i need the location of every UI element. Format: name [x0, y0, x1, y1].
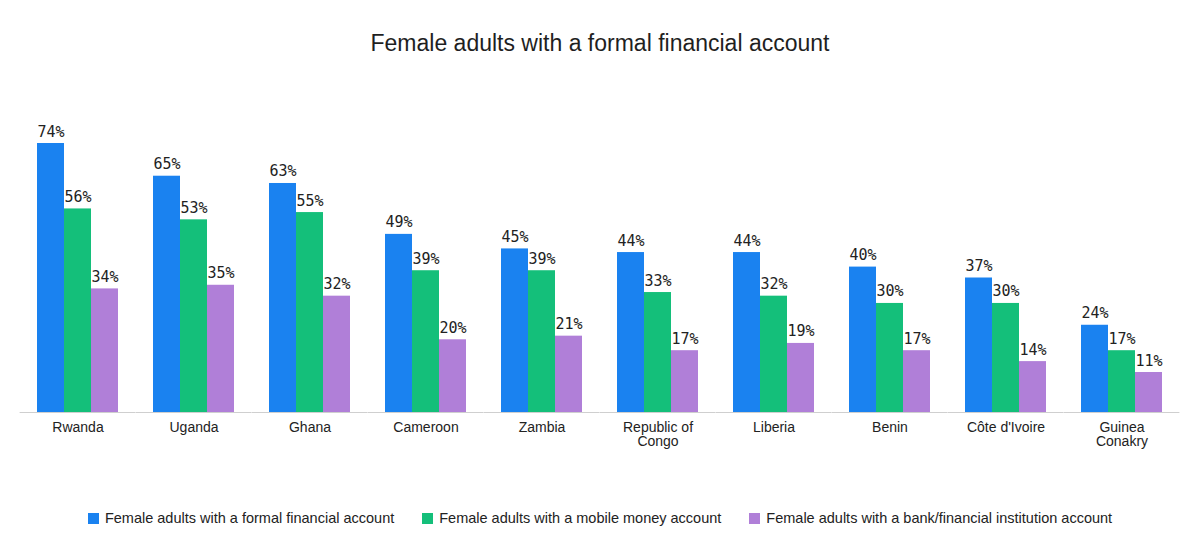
svg-text:GuineaConakry: GuineaConakry [1096, 419, 1148, 449]
svg-text:Zambia: Zambia [519, 419, 566, 435]
svg-text:Ghana: Ghana [289, 419, 331, 435]
svg-text:30%: 30% [992, 282, 1019, 300]
svg-text:17%: 17% [671, 330, 698, 348]
svg-text:40%: 40% [849, 246, 876, 264]
svg-text:53%: 53% [180, 199, 207, 217]
svg-text:19%: 19% [787, 322, 814, 340]
svg-text:74%: 74% [37, 123, 64, 141]
svg-text:55%: 55% [296, 192, 323, 210]
svg-text:45%: 45% [501, 228, 528, 246]
svg-text:44%: 44% [733, 232, 760, 250]
html-text:Female adults with a formal fi: Female adults with a formal financial ac… [104, 510, 395, 526]
svg-text:30%: 30% [876, 282, 903, 300]
svg-text:Republic ofCongo: Republic ofCongo [623, 419, 693, 449]
html-text:Female adults with a mobile mo: Female adults with a mobile money accoun… [439, 510, 722, 526]
svg-text:24%: 24% [1081, 304, 1108, 322]
svg-text:Uganda: Uganda [169, 419, 218, 435]
svg-text:39%: 39% [412, 250, 439, 268]
svg-text:20%: 20% [439, 319, 466, 337]
svg-text:56%: 56% [64, 188, 91, 206]
svg-text:32%: 32% [323, 275, 350, 293]
svg-text:32%: 32% [760, 275, 787, 293]
svg-text:44%: 44% [617, 232, 644, 250]
html-text:Female adults with a bank/fina: Female adults with a bank/financial inst… [766, 510, 1113, 526]
svg-text:35%: 35% [207, 264, 234, 282]
svg-text:Côte d'Ivoire: Côte d'Ivoire [967, 419, 1045, 435]
svg-text:65%: 65% [153, 155, 180, 173]
svg-text:33%: 33% [644, 272, 671, 290]
svg-text:49%: 49% [385, 213, 412, 231]
html-text:Female adults with a formal fi: Female adults with a formal financial ac… [370, 29, 830, 56]
svg-text:17%: 17% [903, 330, 930, 348]
svg-text:14%: 14% [1019, 341, 1046, 359]
svg-text:63%: 63% [269, 162, 296, 180]
svg-text:Cameroon: Cameroon [393, 419, 458, 435]
svg-text:Rwanda: Rwanda [52, 419, 104, 435]
svg-text:39%: 39% [528, 250, 555, 268]
svg-text:11%: 11% [1135, 352, 1162, 370]
svg-text:37%: 37% [965, 257, 992, 275]
svg-text:Benin: Benin [872, 419, 908, 435]
svg-text:34%: 34% [91, 268, 118, 286]
svg-text:21%: 21% [555, 315, 582, 333]
svg-text:17%: 17% [1108, 330, 1135, 348]
svg-text:Liberia: Liberia [753, 419, 795, 435]
